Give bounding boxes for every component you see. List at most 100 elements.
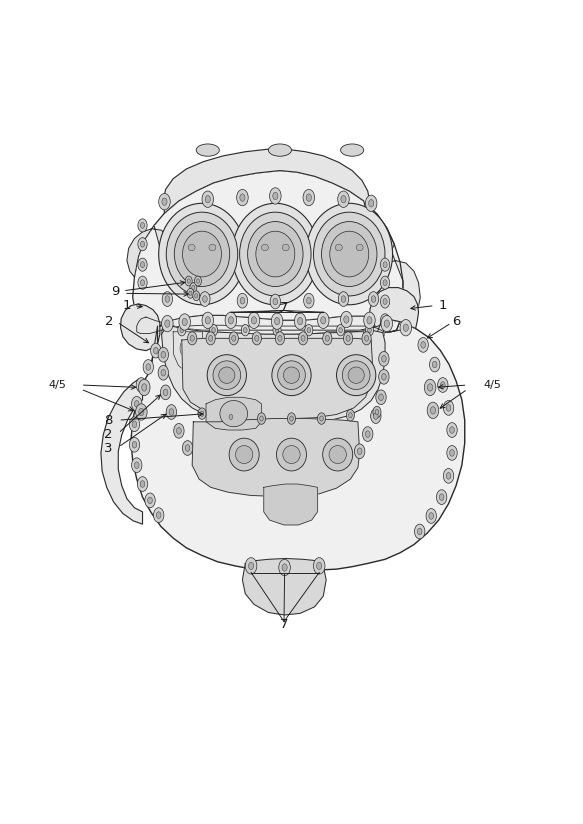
- Text: 6: 6: [452, 316, 460, 329]
- Circle shape: [362, 332, 371, 345]
- Ellipse shape: [314, 212, 385, 296]
- Circle shape: [241, 325, 250, 336]
- Ellipse shape: [283, 446, 300, 464]
- Circle shape: [140, 480, 145, 487]
- Ellipse shape: [209, 244, 216, 250]
- Circle shape: [374, 413, 378, 419]
- Circle shape: [182, 441, 193, 456]
- Circle shape: [381, 258, 389, 271]
- Circle shape: [381, 295, 389, 308]
- Circle shape: [195, 276, 201, 286]
- Circle shape: [275, 332, 285, 345]
- Circle shape: [141, 279, 145, 286]
- Ellipse shape: [348, 367, 364, 383]
- Circle shape: [138, 476, 147, 491]
- Ellipse shape: [248, 222, 303, 287]
- Circle shape: [245, 558, 257, 574]
- Circle shape: [269, 188, 281, 204]
- Circle shape: [379, 394, 384, 400]
- Circle shape: [160, 385, 171, 400]
- Polygon shape: [243, 559, 326, 615]
- Circle shape: [177, 428, 181, 434]
- Circle shape: [139, 409, 144, 415]
- Circle shape: [340, 311, 352, 328]
- Circle shape: [371, 296, 376, 302]
- Ellipse shape: [240, 212, 311, 296]
- Ellipse shape: [229, 438, 259, 471]
- Circle shape: [270, 294, 280, 309]
- Circle shape: [195, 293, 198, 298]
- Circle shape: [367, 316, 372, 324]
- Circle shape: [212, 328, 215, 333]
- Circle shape: [231, 335, 236, 341]
- Circle shape: [248, 562, 254, 569]
- Circle shape: [357, 448, 362, 455]
- Polygon shape: [326, 332, 364, 373]
- Circle shape: [366, 431, 370, 438]
- Circle shape: [443, 400, 454, 415]
- Circle shape: [417, 528, 422, 535]
- Circle shape: [400, 320, 412, 336]
- Circle shape: [174, 424, 184, 438]
- Circle shape: [301, 335, 305, 341]
- Circle shape: [138, 258, 147, 271]
- Ellipse shape: [340, 144, 364, 157]
- Polygon shape: [264, 484, 318, 525]
- Circle shape: [354, 444, 365, 459]
- Circle shape: [187, 279, 190, 283]
- Circle shape: [427, 384, 433, 391]
- Polygon shape: [161, 322, 384, 379]
- Circle shape: [307, 328, 311, 333]
- Circle shape: [198, 408, 206, 419]
- Circle shape: [384, 320, 389, 327]
- Circle shape: [368, 328, 371, 333]
- Circle shape: [304, 293, 314, 308]
- Circle shape: [178, 325, 186, 336]
- Circle shape: [162, 198, 167, 205]
- Circle shape: [132, 442, 137, 448]
- Circle shape: [318, 312, 329, 329]
- Circle shape: [138, 219, 147, 232]
- Circle shape: [339, 328, 342, 333]
- Ellipse shape: [166, 212, 238, 296]
- Circle shape: [193, 291, 200, 301]
- Circle shape: [415, 524, 425, 539]
- Circle shape: [165, 320, 170, 327]
- Circle shape: [185, 276, 192, 286]
- Circle shape: [258, 413, 265, 424]
- Polygon shape: [137, 317, 384, 338]
- Circle shape: [255, 335, 259, 341]
- Circle shape: [143, 359, 153, 374]
- Circle shape: [205, 195, 210, 203]
- Text: 2: 2: [106, 316, 114, 329]
- Circle shape: [338, 191, 349, 208]
- Ellipse shape: [329, 446, 346, 464]
- Circle shape: [383, 317, 387, 323]
- Circle shape: [449, 450, 454, 456]
- Ellipse shape: [322, 438, 353, 471]
- Circle shape: [271, 313, 283, 330]
- Circle shape: [132, 458, 142, 473]
- Circle shape: [142, 384, 147, 391]
- Circle shape: [150, 344, 161, 358]
- Ellipse shape: [196, 144, 219, 157]
- Circle shape: [303, 190, 315, 206]
- Circle shape: [376, 390, 386, 405]
- Circle shape: [307, 297, 311, 304]
- Ellipse shape: [335, 244, 342, 250]
- Circle shape: [297, 317, 303, 325]
- Circle shape: [185, 445, 190, 452]
- Circle shape: [161, 369, 166, 376]
- Circle shape: [379, 351, 389, 366]
- Text: 1: 1: [438, 299, 447, 312]
- Circle shape: [180, 328, 184, 333]
- Circle shape: [282, 564, 287, 571]
- Circle shape: [314, 558, 325, 574]
- Circle shape: [161, 351, 166, 358]
- Polygon shape: [121, 304, 160, 369]
- Circle shape: [132, 421, 137, 428]
- Circle shape: [229, 316, 233, 324]
- Circle shape: [251, 316, 257, 324]
- Circle shape: [182, 318, 187, 325]
- Circle shape: [129, 417, 140, 432]
